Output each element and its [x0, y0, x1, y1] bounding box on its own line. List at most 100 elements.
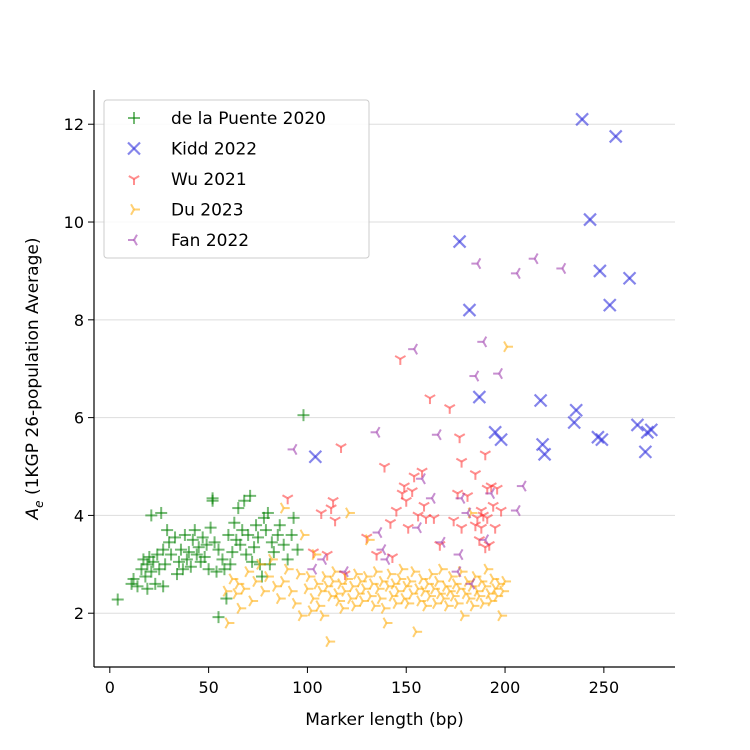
data-point: [204, 521, 217, 534]
data-point: [489, 523, 501, 534]
data-point: [159, 558, 172, 571]
data-point: [449, 590, 460, 602]
data-point: [343, 573, 353, 585]
legend-item: de la Puente 2020: [128, 109, 326, 129]
data-point: [259, 524, 272, 537]
data-point: [265, 536, 278, 549]
data-point: [291, 543, 304, 556]
data-point: [485, 487, 496, 500]
data-point: [453, 597, 464, 610]
data-point: [232, 502, 245, 515]
data-point: [329, 516, 341, 527]
data-point: [451, 565, 462, 578]
data-point: [220, 592, 233, 605]
data-point: [416, 467, 428, 478]
data-point: [475, 523, 488, 534]
series-2: [281, 355, 507, 581]
data-point: [345, 507, 355, 519]
data-points: [111, 112, 659, 648]
data-point: [234, 538, 247, 551]
data-point: [453, 433, 466, 444]
data-point: [567, 415, 581, 430]
data-point: [412, 626, 423, 638]
data-point: [321, 550, 333, 561]
data-point: [376, 592, 387, 605]
data-point: [145, 509, 158, 522]
data-point: [366, 590, 377, 602]
data-point: [494, 432, 508, 447]
data-point: [453, 548, 464, 561]
data-point: [503, 341, 514, 353]
data-point: [283, 563, 294, 575]
data-point: [174, 543, 187, 556]
data-point: [329, 575, 340, 588]
data-point: [315, 600, 326, 612]
data-point: [141, 558, 154, 571]
data-point: [475, 590, 486, 602]
legend-item: Du 2023: [130, 201, 244, 221]
data-point: [338, 565, 349, 578]
data-point: [528, 253, 539, 265]
data-point: [394, 355, 407, 365]
data-point: [200, 538, 213, 551]
legend-marker: [130, 203, 140, 216]
data-point: [497, 609, 508, 622]
x-tick-label: 250: [589, 678, 620, 697]
data-point: [479, 534, 490, 546]
data-point: [307, 563, 318, 575]
data-point: [188, 524, 201, 537]
data-point: [491, 484, 503, 495]
data-point: [244, 565, 255, 578]
data-point: [431, 429, 442, 441]
data-point: [465, 578, 476, 590]
data-point: [271, 528, 284, 541]
data-point: [198, 550, 211, 563]
data-point: [287, 585, 298, 597]
data-point: [644, 423, 659, 437]
data-point: [382, 617, 393, 629]
data-point: [297, 409, 310, 422]
data-point: [473, 535, 486, 546]
data-point: [111, 593, 124, 606]
data-point: [425, 492, 436, 504]
data-point: [252, 575, 263, 588]
data-point: [510, 267, 521, 280]
data-point: [206, 494, 219, 507]
data-point: [176, 563, 189, 576]
data-point: [406, 487, 418, 497]
data-point: [224, 558, 237, 571]
data-point: [224, 617, 235, 629]
data-point: [297, 609, 308, 622]
tick-labels: 2 4 6 8 10 12 0 50 100 150 200 250: [64, 115, 619, 697]
data-point: [483, 563, 494, 575]
data-point: [462, 303, 477, 317]
data-point: [186, 533, 199, 546]
data-point: [169, 531, 182, 544]
y-tick-label: 8: [74, 311, 84, 330]
data-point: [630, 418, 645, 432]
data-point: [426, 590, 436, 602]
data-point: [210, 565, 223, 578]
y-tick-label: 4: [74, 506, 84, 525]
data-point: [400, 496, 412, 507]
data-point: [556, 262, 567, 275]
data-point: [479, 597, 490, 610]
data-point: [240, 583, 251, 595]
data-point: [622, 271, 637, 286]
data-point: [412, 521, 422, 534]
data-point: [327, 496, 339, 507]
data-point: [248, 541, 261, 554]
data-point: [246, 555, 259, 568]
data-point: [501, 575, 512, 588]
data-point: [408, 343, 419, 355]
data-point: [228, 516, 241, 529]
data-point: [261, 506, 274, 519]
legend-item: Fan 2022: [128, 231, 249, 251]
data-point: [370, 550, 383, 561]
data-point: [208, 536, 221, 549]
data-point: [281, 553, 294, 566]
data-point: [267, 546, 280, 559]
data-point: [603, 298, 617, 312]
data-point: [499, 585, 510, 597]
x-tick-label: 100: [292, 678, 323, 697]
